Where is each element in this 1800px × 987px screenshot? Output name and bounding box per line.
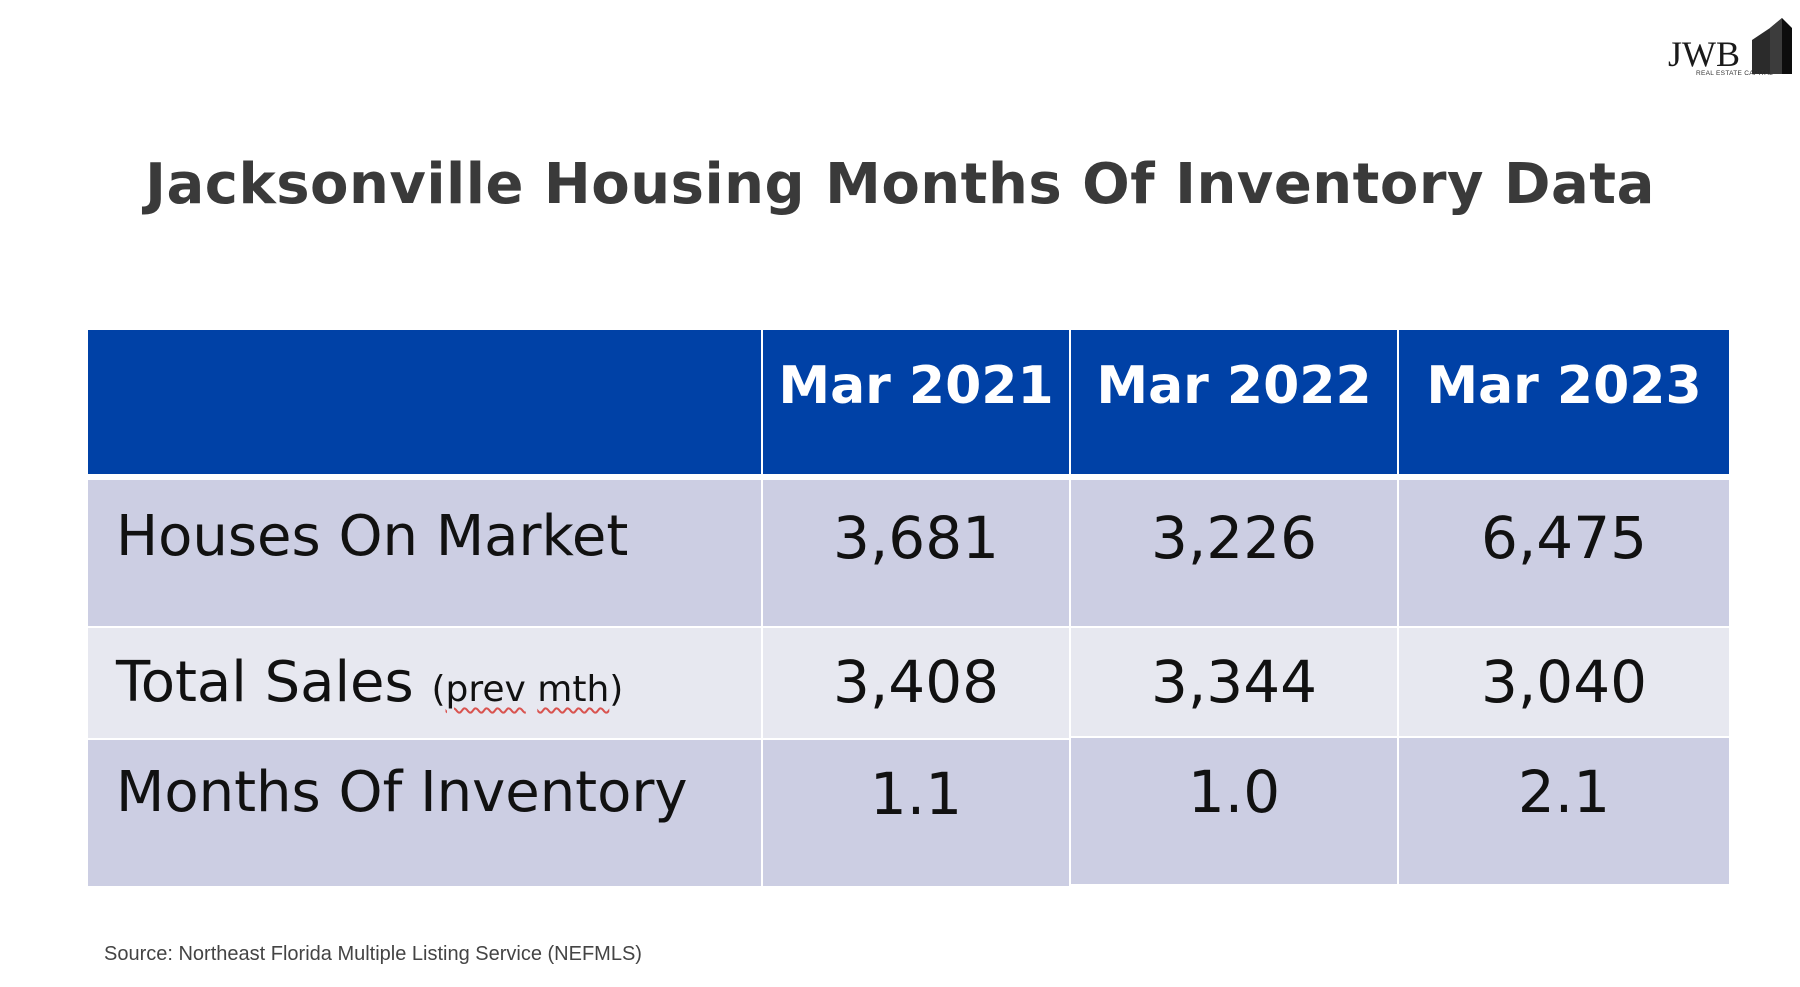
note-space — [526, 669, 537, 710]
cell-value: 3,040 — [1480, 648, 1648, 716]
header-label: Mar 2021 — [778, 356, 1054, 416]
cell-value: 1.1 — [869, 760, 963, 828]
inventory-table: Mar 2021 Mar 2022 Mar 2023 Houses On Mar… — [88, 330, 1729, 886]
header-cell-mar-2023: Mar 2023 — [1399, 330, 1729, 474]
table-cell: 3,681 — [763, 480, 1069, 626]
row-label-months-of-inventory: Months Of Inventory — [116, 760, 688, 825]
note-word-prev: prev — [445, 669, 526, 710]
table-cell: 1.1 — [763, 740, 1069, 886]
header-label: Mar 2022 — [1096, 356, 1372, 416]
table-cell: 3,344 — [1071, 628, 1397, 736]
header-label: Mar 2023 — [1426, 356, 1702, 416]
table-cell: 3,226 — [1071, 480, 1397, 626]
table-row-label-cell: Houses On Market — [88, 480, 761, 626]
header-cell-empty — [88, 330, 761, 474]
table-cell: 1.0 — [1071, 738, 1397, 884]
row-label-note: (prev mth) — [431, 669, 623, 710]
source-note: Source: Northeast Florida Multiple Listi… — [104, 943, 642, 965]
table-cell: 3,408 — [763, 628, 1069, 738]
table-row-label-cell: Total Sales (prev mth) — [88, 628, 761, 738]
building-icon — [1752, 18, 1792, 74]
note-word-mth: mth — [537, 669, 610, 710]
row-label-text: Total Sales — [116, 650, 414, 715]
note-close: ) — [609, 669, 624, 710]
table-row-label-cell: Months Of Inventory — [88, 740, 761, 886]
logo-text: JWB — [1668, 34, 1740, 74]
logo-subtext: REAL ESTATE CAPITAL — [1696, 70, 1773, 77]
cell-value: 3,408 — [832, 648, 1000, 716]
page-title: Jacksonville Housing Months Of Inventory… — [145, 152, 1655, 217]
table-cell: 6,475 — [1399, 480, 1729, 626]
table-cell: 3,040 — [1399, 628, 1729, 736]
cell-value: 6,475 — [1480, 504, 1648, 572]
header-cell-mar-2021: Mar 2021 — [763, 330, 1069, 474]
row-label-total-sales: Total Sales (prev mth) — [116, 650, 623, 715]
cell-value: 3,681 — [832, 504, 1000, 572]
header-cell-mar-2022: Mar 2022 — [1071, 330, 1397, 474]
cell-value: 3,226 — [1150, 504, 1318, 572]
jwb-logo: JWB REAL ESTATE CAPITAL — [1656, 18, 1792, 80]
cell-value: 1.0 — [1187, 758, 1281, 826]
cell-value: 3,344 — [1150, 648, 1318, 716]
cell-value: 2.1 — [1517, 758, 1611, 826]
row-label-houses-on-market: Houses On Market — [116, 504, 629, 569]
note-open: ( — [431, 669, 446, 710]
table-cell: 2.1 — [1399, 738, 1729, 884]
